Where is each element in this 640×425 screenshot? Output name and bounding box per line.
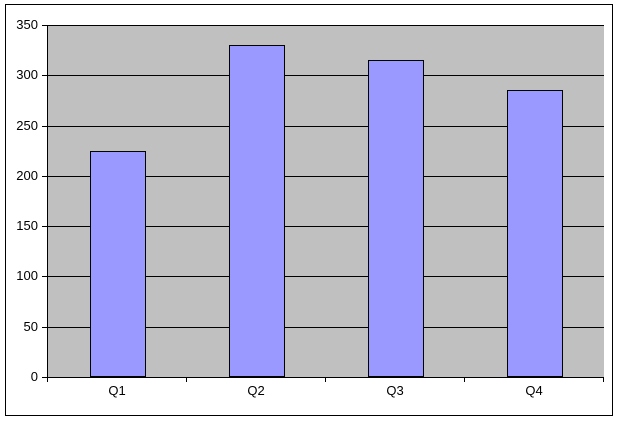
x-tick-mark bbox=[603, 378, 604, 382]
y-tick-label-150: 150 bbox=[16, 218, 38, 233]
y-tick-mark bbox=[42, 75, 47, 76]
gridline-350 bbox=[48, 25, 604, 26]
gridline-150 bbox=[48, 226, 604, 227]
plot-area bbox=[47, 25, 604, 378]
x-category-label-q2: Q2 bbox=[247, 383, 265, 398]
y-tick-mark bbox=[42, 276, 47, 277]
y-tick-label-100: 100 bbox=[16, 268, 38, 283]
y-tick-mark bbox=[42, 25, 47, 26]
x-tick-mark bbox=[325, 378, 326, 382]
x-category-label-q4: Q4 bbox=[525, 383, 543, 398]
y-tick-label-200: 200 bbox=[16, 168, 38, 183]
gridline-200 bbox=[48, 176, 604, 177]
y-tick-mark bbox=[42, 126, 47, 127]
bar-q4 bbox=[507, 90, 563, 377]
y-tick-mark bbox=[42, 176, 47, 177]
x-tick-mark bbox=[186, 378, 187, 382]
y-tick-mark bbox=[42, 377, 47, 378]
y-tick-label-350: 350 bbox=[16, 17, 38, 32]
gridline-50 bbox=[48, 327, 604, 328]
gridline-300 bbox=[48, 75, 604, 76]
x-tick-mark bbox=[47, 378, 48, 382]
y-tick-label-250: 250 bbox=[16, 118, 38, 133]
y-tick-label-50: 50 bbox=[23, 319, 38, 334]
bar-q1 bbox=[90, 151, 146, 377]
x-category-label-q1: Q1 bbox=[108, 383, 126, 398]
gridline-100 bbox=[48, 276, 604, 277]
x-tick-mark bbox=[464, 378, 465, 382]
y-tick-mark bbox=[42, 226, 47, 227]
bar-q3 bbox=[368, 60, 424, 377]
gridline-250 bbox=[48, 126, 604, 127]
x-category-label-q3: Q3 bbox=[386, 383, 404, 398]
bar-q2 bbox=[229, 45, 285, 377]
y-tick-mark bbox=[42, 327, 47, 328]
y-tick-label-0: 0 bbox=[30, 369, 38, 384]
y-tick-label-300: 300 bbox=[16, 67, 38, 82]
